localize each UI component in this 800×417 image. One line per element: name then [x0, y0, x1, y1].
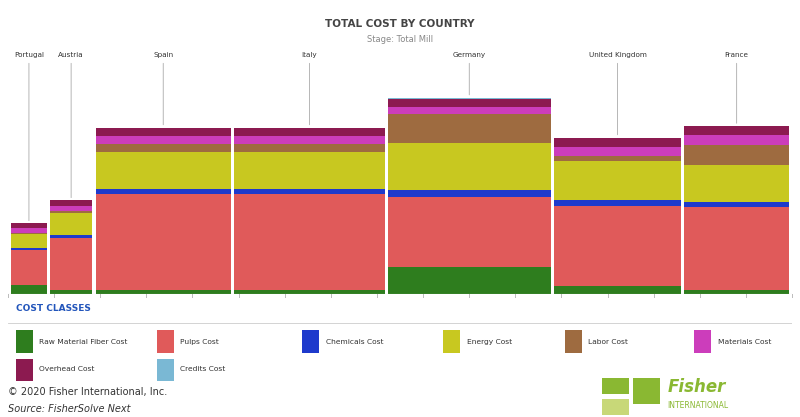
Bar [11, 248, 46, 250]
Bar [95, 152, 231, 189]
Bar [50, 235, 93, 238]
Text: Portugal: Portugal [14, 52, 44, 221]
Bar [50, 214, 93, 235]
Text: United Kingdom: United Kingdom [589, 52, 646, 135]
Bar [234, 128, 385, 136]
Bar [234, 290, 385, 294]
FancyBboxPatch shape [16, 330, 33, 354]
FancyBboxPatch shape [694, 330, 711, 354]
Text: Pulps Cost: Pulps Cost [181, 339, 219, 345]
Bar [388, 143, 550, 191]
Bar [554, 138, 682, 148]
Text: © 2020 Fisher International, Inc.: © 2020 Fisher International, Inc. [8, 387, 167, 397]
FancyBboxPatch shape [443, 330, 460, 354]
Text: INTERNATIONAL: INTERNATIONAL [667, 401, 728, 410]
Bar [554, 286, 682, 294]
Bar [50, 290, 93, 294]
Bar [50, 201, 93, 206]
Text: TOTAL COST BY COUNTRY: TOTAL COST BY COUNTRY [326, 19, 474, 29]
Bar [685, 202, 789, 207]
Bar [633, 378, 659, 404]
Bar [234, 189, 385, 194]
FancyBboxPatch shape [157, 330, 174, 354]
Text: Italy: Italy [302, 52, 318, 125]
Bar [602, 399, 629, 415]
Bar [685, 165, 789, 202]
Text: Germany: Germany [453, 52, 486, 95]
Bar [685, 290, 789, 294]
Bar [50, 206, 93, 211]
FancyBboxPatch shape [16, 359, 33, 381]
FancyBboxPatch shape [302, 330, 319, 354]
Bar [50, 211, 93, 214]
Text: Source: FisherSolve Next: Source: FisherSolve Next [8, 404, 130, 414]
Text: Raw Material Fiber Cost: Raw Material Fiber Cost [39, 339, 128, 345]
Bar [554, 156, 682, 161]
Text: COST CLASSES: COST CLASSES [16, 304, 90, 313]
Bar [11, 285, 46, 294]
Bar [95, 144, 231, 152]
Bar [685, 135, 789, 145]
FancyBboxPatch shape [565, 330, 582, 354]
Bar [388, 107, 550, 114]
Bar [554, 161, 682, 200]
Bar [11, 228, 46, 233]
Bar [234, 144, 385, 152]
Bar [685, 207, 789, 290]
Bar [388, 99, 550, 107]
Bar [554, 148, 682, 156]
Text: Energy Cost: Energy Cost [466, 339, 512, 345]
Bar [554, 200, 682, 206]
Bar [388, 267, 550, 294]
Bar [388, 196, 550, 267]
Bar [50, 238, 93, 290]
Text: Spain: Spain [153, 52, 174, 125]
Text: Austria: Austria [58, 52, 84, 198]
Bar [234, 194, 385, 290]
Bar [95, 290, 231, 294]
Text: Stage: Total Mill: Stage: Total Mill [367, 35, 433, 45]
Bar [602, 378, 629, 394]
Bar [95, 136, 231, 144]
Bar [95, 189, 231, 194]
FancyBboxPatch shape [157, 359, 174, 381]
Bar [554, 206, 682, 286]
Text: Chemicals Cost: Chemicals Cost [326, 339, 383, 345]
Bar [234, 136, 385, 144]
Bar [95, 128, 231, 136]
Bar [95, 194, 231, 290]
Text: Credits Cost: Credits Cost [181, 367, 226, 372]
Bar [685, 126, 789, 135]
Bar [11, 224, 46, 228]
Bar [11, 234, 46, 248]
Bar [234, 152, 385, 189]
Bar [11, 233, 46, 234]
Bar [685, 145, 789, 165]
Text: Labor Cost: Labor Cost [588, 339, 628, 345]
Bar [11, 250, 46, 285]
Bar [388, 114, 550, 143]
Text: France: France [725, 52, 749, 123]
Text: Overhead Cost: Overhead Cost [39, 367, 94, 372]
Bar [388, 191, 550, 196]
Text: Fisher: Fisher [667, 378, 726, 396]
Text: Materials Cost: Materials Cost [718, 339, 771, 345]
Bar [388, 98, 550, 99]
